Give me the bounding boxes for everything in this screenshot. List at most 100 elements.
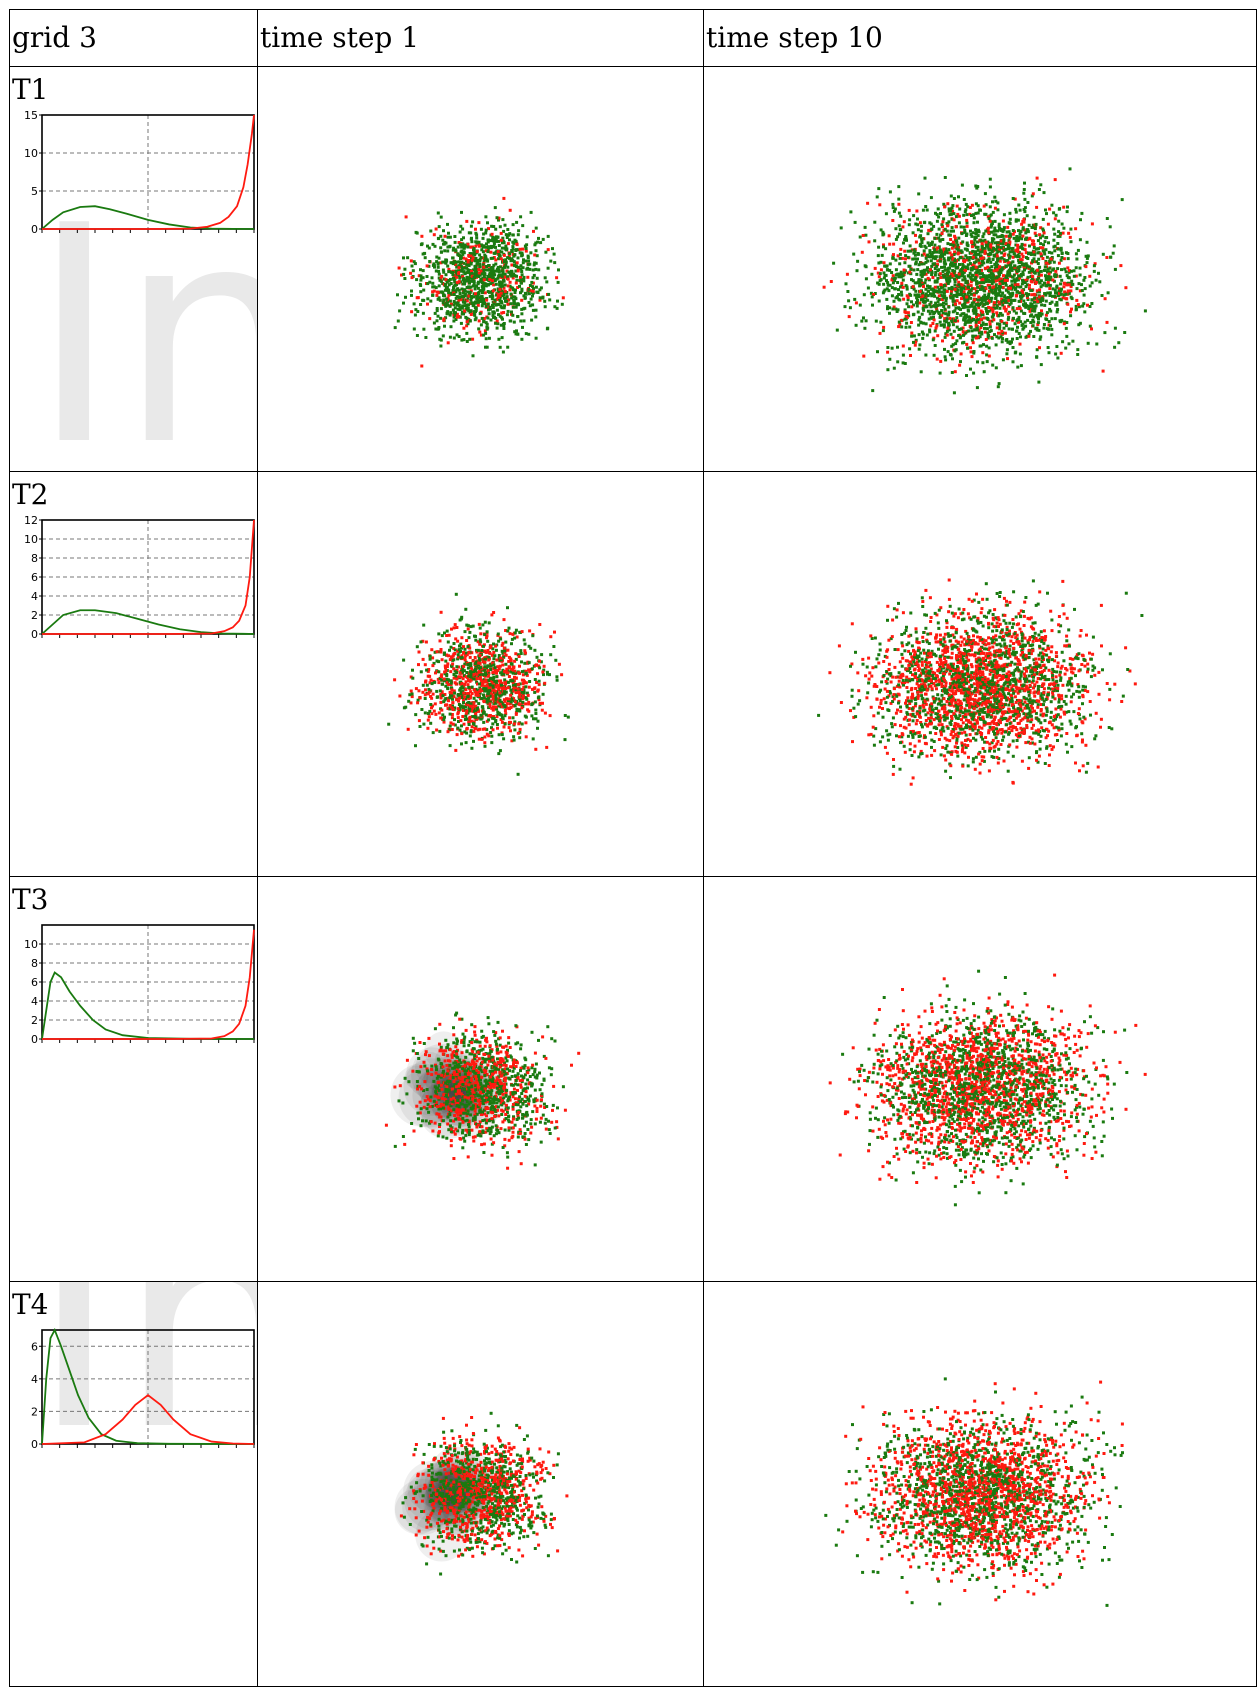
green-dot [998,223,1001,226]
red-dot [978,321,981,324]
green-dot [1042,249,1045,252]
red-dot [440,611,443,614]
green-dot [1060,279,1063,282]
green-dot [933,244,936,247]
green-dot [908,347,911,350]
green-dot [446,250,449,253]
green-dot [436,660,439,663]
green-dot [937,207,940,210]
green-dot [1079,218,1082,221]
green-dot [912,231,915,234]
green-dot [501,336,504,339]
red-dot [462,327,465,330]
green-dot [845,282,848,285]
red-dot [527,701,530,704]
green-dot [1044,236,1047,239]
red-dot [1041,246,1044,249]
scatter-map [704,67,1256,471]
red-dot [862,234,865,237]
red-dot [440,648,443,651]
green-dot [1013,274,1016,277]
green-dot [910,300,913,303]
green-dot [429,722,432,725]
green-dot [402,302,405,305]
red-dot [515,282,518,285]
green-dot [1020,230,1023,233]
green-dot [897,275,900,278]
green-dot [1048,267,1051,270]
green-dot [1037,258,1040,261]
green-dot [1060,247,1063,250]
green-dot [521,670,524,673]
green-dot [525,243,528,246]
green-dot [1043,269,1046,272]
green-dot [544,305,547,308]
red-dot [455,626,458,629]
green-dot [938,303,941,306]
green-dot [496,723,499,726]
green-dot [437,298,440,301]
green-dot [907,256,910,259]
green-dot [944,355,947,358]
green-dot [905,322,908,325]
green-dot [899,257,902,260]
green-dot [951,357,954,360]
green-dot [1003,322,1006,325]
red-dot [467,683,470,686]
green-dot [435,260,438,263]
green-dot [935,255,938,258]
green-dot [947,350,950,353]
green-dot [1036,327,1039,330]
green-dot [510,293,513,296]
red-dot [1016,244,1019,247]
red-dot [454,623,457,626]
green-dot [419,290,422,293]
green-dot [486,640,489,643]
green-dot [978,265,981,268]
green-dot [1055,214,1058,217]
red-dot [455,698,458,701]
red-dot [954,303,957,306]
red-dot [1063,322,1066,325]
green-dot [413,328,416,331]
green-dot [942,217,945,220]
green-dot [1003,249,1006,252]
green-dot [548,298,551,301]
green-dot [496,309,499,312]
red-dot [521,688,524,691]
red-dot [1040,252,1043,255]
green-dot [899,253,902,256]
red-dot [439,639,442,642]
green-dot [511,233,514,236]
green-dot [909,244,912,247]
green-dot [1014,351,1017,354]
green-dot [443,294,446,297]
green-dot [518,285,521,288]
red-dot [457,716,460,719]
red-dot [478,319,481,322]
red-dot [996,268,999,271]
green-dot [1049,291,1052,294]
green-dot [981,286,984,289]
green-dot [436,309,439,312]
red-dot [560,673,563,676]
red-dot [410,690,413,693]
green-dot [1061,252,1064,255]
green-dot [449,300,452,303]
green-dot [1012,306,1015,309]
green-dot [1058,207,1061,210]
green-dot [1059,275,1062,278]
red-dot [970,350,973,353]
green-dot [403,277,406,280]
green-dot [460,255,463,258]
green-dot [480,228,483,231]
green-dot [477,301,480,304]
green-dot [458,289,461,292]
green-dot [992,238,995,241]
green-dot [535,249,538,252]
red-dot [1075,299,1078,302]
green-dot [962,214,965,217]
green-dot [1009,218,1012,221]
green-dot [917,252,920,255]
green-dot [431,282,434,285]
